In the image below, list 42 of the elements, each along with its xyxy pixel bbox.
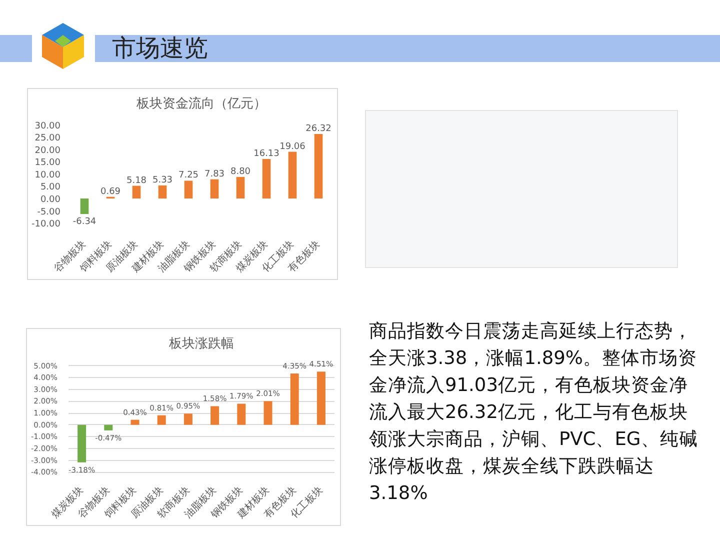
bar xyxy=(210,406,220,425)
y-tick-label: -10.00 xyxy=(31,220,61,230)
bar xyxy=(288,152,297,198)
y-tick-label: 0.00 xyxy=(40,195,61,205)
bar xyxy=(316,372,326,425)
y-tick-label: 25.00 xyxy=(34,134,61,144)
bar xyxy=(264,401,272,425)
data-label: 7.83 xyxy=(204,169,225,180)
bar xyxy=(132,186,141,198)
bar xyxy=(314,134,323,198)
data-label: 7.25 xyxy=(178,170,199,181)
data-label: -6.34 xyxy=(72,217,96,228)
text: 商品指数今日震荡走高延续上行态势，全天涨3.38，涨幅1.89%。整体市场资金净流入91.03亿元，有色板块资金净流入最大26.32亿元，化工与有色板块领涨大宗商品，沪铜、PVC、EG、纯碱涨停板收盘，煤炭全线下跌跌幅达3.18% xyxy=(369,320,699,506)
bar xyxy=(157,415,166,425)
bar xyxy=(130,420,140,425)
data-label: 26.32 xyxy=(306,124,332,134)
bar xyxy=(104,424,113,430)
text: 市场速览 xyxy=(112,33,208,64)
y-tick-label: 30.00 xyxy=(34,121,61,132)
bar xyxy=(237,404,246,425)
data-label: 19.06 xyxy=(280,142,306,152)
chart-title: 板块资金流向（亿元） xyxy=(136,96,266,112)
bar xyxy=(262,158,271,198)
y-tick-label: 10.00 xyxy=(34,170,61,180)
y-tick-label: 15.00 xyxy=(34,158,61,168)
data-label: 8.80 xyxy=(230,166,251,177)
data-label: 16.13 xyxy=(254,148,280,159)
bar xyxy=(184,414,192,425)
bar xyxy=(184,180,193,198)
y-tick-label: 20.00 xyxy=(34,146,61,156)
bar xyxy=(290,373,299,425)
chart-title: 板块涨跌幅 xyxy=(168,336,234,352)
y-tick-label: 5.00 xyxy=(40,182,61,193)
bar xyxy=(80,198,89,214)
bar xyxy=(236,176,245,198)
bar xyxy=(78,424,86,462)
bar xyxy=(158,185,167,198)
data-label: 5.33 xyxy=(152,175,173,186)
data-label: 5.18 xyxy=(126,176,147,186)
bar xyxy=(210,179,219,198)
data-label: 0.69 xyxy=(100,186,121,197)
y-tick-label: -5.00 xyxy=(37,207,61,218)
